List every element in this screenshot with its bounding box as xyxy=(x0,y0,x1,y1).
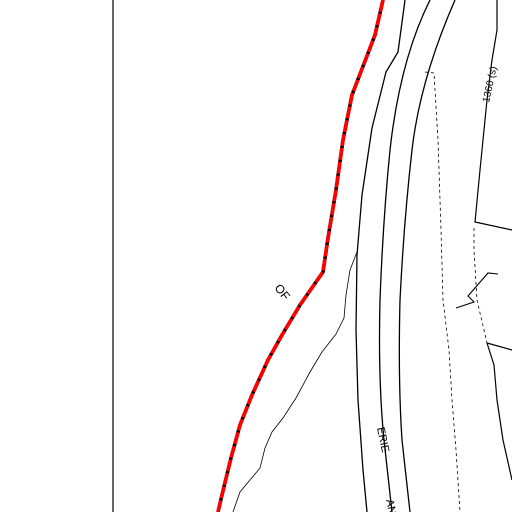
property-line-dashed xyxy=(424,71,461,513)
parcel-line-lower-edge xyxy=(486,342,512,351)
label-and: AN xyxy=(383,498,398,512)
boundary-red-dashed xyxy=(216,0,385,513)
shoreline-thin xyxy=(232,251,358,513)
road-edge-inner-left xyxy=(378,0,431,513)
road-edge-outer-left xyxy=(355,0,406,513)
break-symbol xyxy=(455,272,499,309)
parcel-line-right xyxy=(474,29,512,231)
label-erie: ERIE xyxy=(374,426,391,454)
road-edge-right xyxy=(398,0,456,513)
parcel-line-lower xyxy=(486,342,512,481)
